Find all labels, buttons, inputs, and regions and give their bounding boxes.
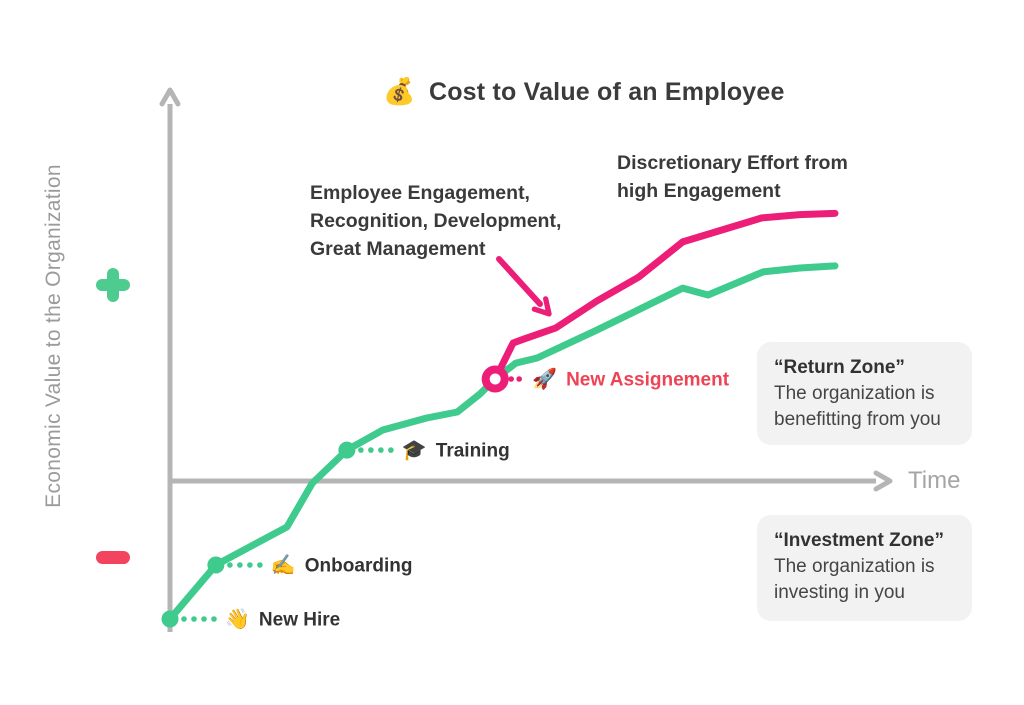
- milestone-marker-new-assignement: [481, 365, 509, 393]
- milestone-label-new-hire: 👋 New Hire: [225, 607, 340, 632]
- leader-dot: [388, 447, 394, 453]
- milestone-label-training: 🎓 Training: [402, 438, 510, 463]
- leader-dot: [227, 562, 233, 568]
- milestone-marker-new-hire: [161, 610, 179, 628]
- x-axis-label: Time: [908, 467, 961, 494]
- chart-title: 💰 Cost to Value of an Employee: [383, 76, 784, 107]
- leader-dot: [378, 447, 384, 453]
- investment-zone-text-line2: investing in you: [774, 582, 905, 603]
- milestone-label-text: Training: [435, 440, 510, 462]
- milestone-marker-training: [338, 441, 356, 459]
- chart-title-text: Cost to Value of an Employee: [428, 78, 785, 106]
- rocket-icon: 🚀: [532, 368, 558, 391]
- graduation-cap-icon: 🎓: [401, 439, 427, 462]
- leader-dot: [257, 562, 263, 568]
- milestone-label-text: New Hire: [258, 609, 341, 631]
- return-zone-text-line2: benefitting from you: [774, 409, 941, 430]
- leader-dot: [201, 616, 207, 622]
- leader-dot: [237, 562, 243, 568]
- leader-dot: [358, 447, 364, 453]
- leader-dot: [508, 376, 514, 382]
- leader-dot: [247, 562, 253, 568]
- money-bag-icon: 💰: [383, 76, 416, 106]
- milestone-label-text: Onboarding: [304, 555, 413, 577]
- return-zone-card: “Return Zone” The organization is benefi…: [757, 342, 972, 445]
- milestone-label-text: New Assignement: [566, 369, 730, 391]
- waving-hand-icon: 👋: [225, 608, 250, 631]
- leader-dot: [368, 447, 374, 453]
- milestone-label-onboarding: ✍ Onboarding: [271, 553, 413, 578]
- leader-dot: [191, 616, 197, 622]
- y-axis-label: Economic Value to the Organization: [42, 164, 65, 508]
- leader-dot: [211, 616, 217, 622]
- return-zone-title: “Return Zone”: [774, 357, 905, 378]
- return-zone-text-line1: The organization is: [774, 383, 935, 404]
- series-discretionary-effort-from-high-engagement: [491, 209, 839, 383]
- engagement-annotation: Employee Engagement, Recognition, Develo…: [310, 182, 562, 260]
- writing-hand-icon: ✍: [270, 554, 296, 577]
- minus-icon: [96, 551, 130, 564]
- investment-zone-title: “Investment Zone”: [774, 530, 944, 551]
- plus-icon: [96, 268, 130, 302]
- leader-dot: [181, 616, 187, 622]
- milestone-label-new-assignement: 🚀 New Assignement: [532, 367, 729, 392]
- investment-zone-text-line1: The organization is: [774, 556, 935, 577]
- leader-dot: [516, 376, 522, 382]
- discretionary-annotation: Discretionary Effort from high Engagemen…: [617, 152, 848, 202]
- milestone-marker-onboarding: [207, 556, 225, 574]
- annotation-arrow: [496, 256, 552, 317]
- investment-zone-card: “Investment Zone” The organization is in…: [757, 515, 972, 621]
